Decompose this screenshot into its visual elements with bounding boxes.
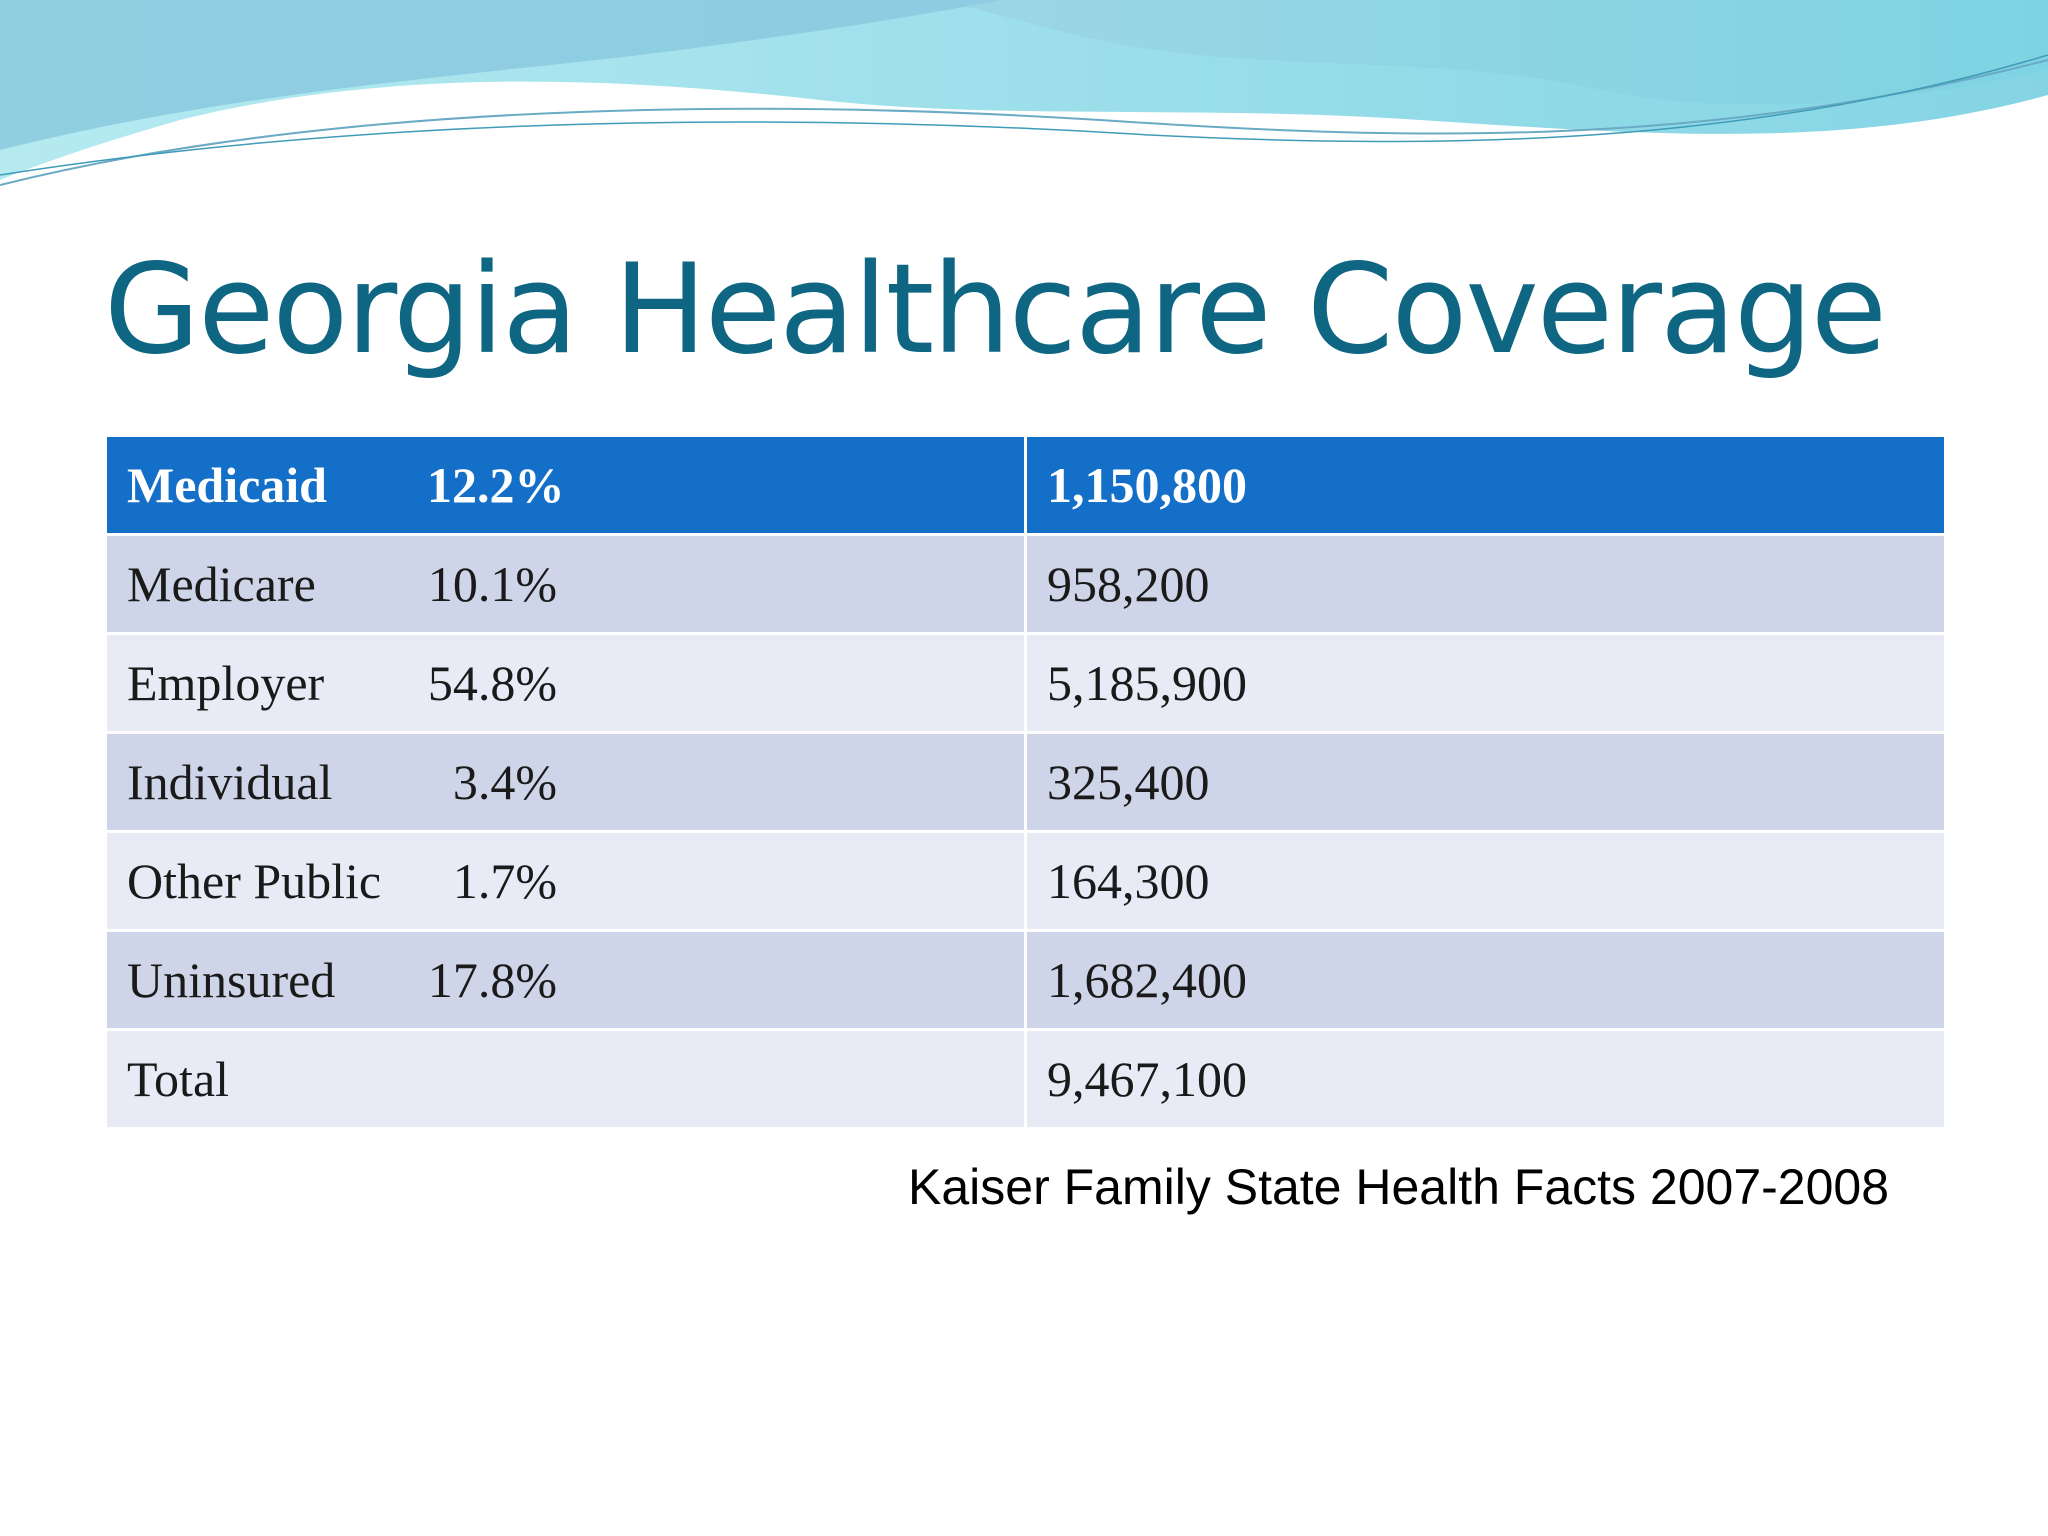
category-label: Medicare — [127, 556, 316, 612]
category-cell: Total — [104, 1028, 1027, 1130]
category-cell: Employer 54.8% — [104, 632, 1027, 734]
source-citation: Kaiser Family State Health Facts 2007-20… — [908, 1159, 1890, 1215]
table-row-uninsured: Uninsured 17.8% 1,682,400 — [104, 929, 1947, 1031]
category-label: Total — [127, 1051, 230, 1107]
wave-band-front — [0, 0, 2048, 105]
category-cell: Medicare 10.1% — [104, 533, 1027, 635]
category-label: Employer — [127, 655, 325, 711]
percent-value: 54.8% — [427, 655, 557, 711]
count-cell: 5,185,900 — [1024, 632, 1947, 734]
count-cell: 164,300 — [1024, 830, 1947, 932]
percent-value: 10.1% — [427, 556, 557, 612]
wave-band-top — [0, 0, 1000, 150]
wave-line-2 — [0, 54, 2048, 176]
table-row-employer: Employer 54.8% 5,185,900 — [104, 632, 1947, 734]
count-value: 164,300 — [1047, 853, 1210, 909]
table-row-individual: Individual 3.4% 325,400 — [104, 731, 1947, 833]
percent-value: 3.4% — [452, 754, 557, 810]
count-value: 1,682,400 — [1047, 952, 1247, 1008]
count-cell: 958,200 — [1024, 533, 1947, 635]
percent-value: 1.7% — [452, 853, 557, 909]
wave-line-1 — [0, 59, 2048, 186]
slide-title: Georgia Healthcare Coverage — [104, 238, 1887, 382]
coverage-table: Medicaid 12.2% 1,150,800 Medicare 10.1% … — [104, 434, 1947, 1130]
table-row-other-public: Other Public 1.7% 164,300 — [104, 830, 1947, 932]
category-cell: Other Public 1.7% — [104, 830, 1027, 932]
table-row-total: Total 9,467,100 — [104, 1028, 1947, 1130]
percent-value: 17.8% — [427, 952, 557, 1008]
category-label: Medicaid — [127, 457, 327, 513]
count-value: 9,467,100 — [1047, 1051, 1247, 1107]
table-row-medicaid: Medicaid 12.2% 1,150,800 — [104, 434, 1947, 536]
table-row-medicare: Medicare 10.1% 958,200 — [104, 533, 1947, 635]
count-cell: 1,682,400 — [1024, 929, 1947, 1031]
category-cell: Medicaid 12.2% — [104, 434, 1027, 536]
count-value: 5,185,900 — [1047, 655, 1247, 711]
count-value: 325,400 — [1047, 754, 1210, 810]
count-value: 1,150,800 — [1047, 457, 1247, 513]
count-cell: 325,400 — [1024, 731, 1947, 833]
category-label: Other Public — [127, 853, 382, 909]
category-label: Individual — [127, 754, 333, 810]
category-cell: Individual 3.4% — [104, 731, 1027, 833]
count-cell: 9,467,100 — [1024, 1028, 1947, 1130]
percent-value: 12.2% — [427, 457, 565, 513]
category-cell: Uninsured 17.8% — [104, 929, 1027, 1031]
count-value: 958,200 — [1047, 556, 1210, 612]
count-cell: 1,150,800 — [1024, 434, 1947, 536]
header-wave-decoration — [0, 0, 2048, 186]
category-label: Uninsured — [127, 952, 336, 1008]
